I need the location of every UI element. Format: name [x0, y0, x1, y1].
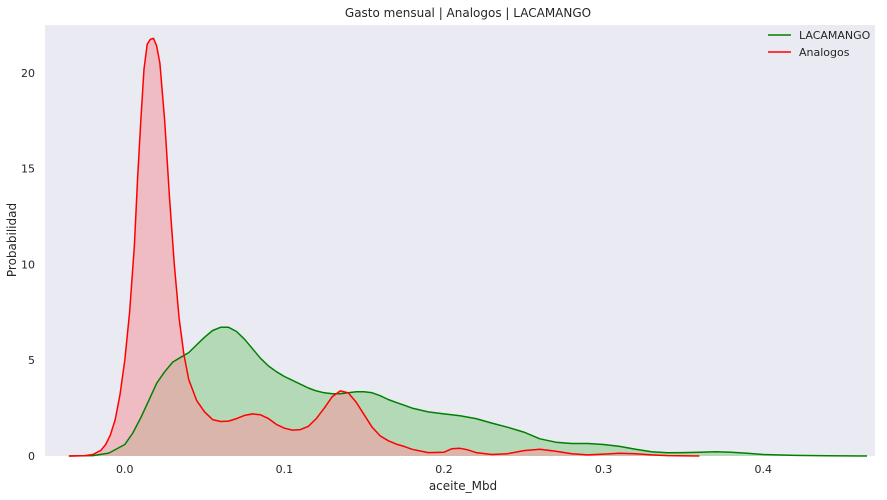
x-tick-label: 0.1 — [276, 463, 294, 476]
x-tick-label: 0.0 — [116, 463, 134, 476]
y-tick-label: 5 — [28, 354, 35, 367]
legend-label-analogos: Analogos — [799, 46, 850, 59]
legend-label-lacamango: LACAMANGO — [799, 29, 871, 42]
area-analogos — [68, 38, 700, 457]
y-tick-label: 20 — [21, 67, 35, 80]
y-tick-label: 0 — [28, 450, 35, 463]
y-axis-label: Probabilidad — [5, 203, 19, 277]
y-tick-label: 10 — [21, 258, 35, 271]
x-tick-label: 0.3 — [595, 463, 613, 476]
x-axis-label: aceite_Mbd — [429, 479, 497, 493]
x-tick-label: 0.4 — [755, 463, 773, 476]
y-axis-ticks: 0 5 10 15 20 — [21, 67, 35, 463]
chart-title: Gasto mensual | Analogos | LACAMANGO — [345, 6, 591, 20]
density-areas — [68, 38, 867, 457]
y-tick-label: 15 — [21, 163, 35, 176]
x-tick-label: 0.2 — [435, 463, 453, 476]
x-axis-ticks: 0.0 0.1 0.2 0.3 0.4 — [116, 463, 772, 476]
line-lacamango — [68, 326, 868, 457]
density-lines — [68, 37, 868, 457]
line-analogos — [68, 37, 700, 457]
legend: LACAMANGO Analogos — [768, 29, 871, 59]
